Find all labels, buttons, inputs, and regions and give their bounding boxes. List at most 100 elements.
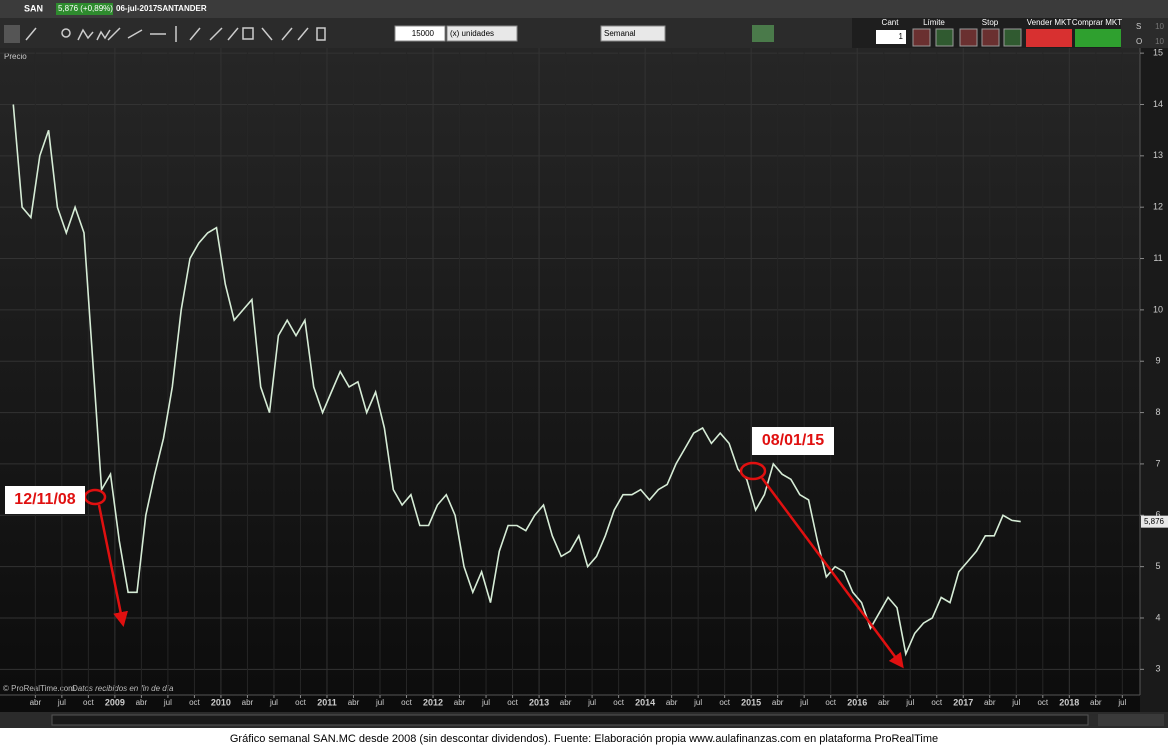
x-tick-label: oct	[83, 698, 94, 707]
x-tick-label: jul	[1011, 698, 1020, 707]
title-bar	[0, 0, 1168, 18]
annotation-circle	[739, 461, 767, 481]
x-tick-label: jul	[799, 698, 808, 707]
quote: 5,876 (+0,89%)	[58, 4, 113, 13]
period-select[interactable]	[600, 25, 666, 42]
last-price-box	[1141, 515, 1168, 528]
x-tick-label: 2010	[211, 697, 231, 707]
limit-label: Límite	[923, 18, 945, 27]
s-label: S	[1136, 22, 1141, 31]
x-tick-label: 2016	[847, 697, 867, 707]
plot	[12, 104, 1021, 657]
limit-sell[interactable]	[912, 28, 931, 47]
x-tick-label: abr	[242, 698, 254, 707]
instrument-name: SANTANDER	[157, 4, 207, 13]
cant-input[interactable]	[876, 30, 906, 44]
x-tick-label: 2012	[423, 697, 443, 707]
scrollbar[interactable]	[51, 714, 1089, 726]
o-label: O	[1136, 37, 1142, 46]
x-tick-label: 2013	[529, 697, 549, 707]
symbol: SAN	[24, 3, 43, 13]
y-tick-label: 11	[1153, 253, 1162, 263]
unit-select[interactable]	[446, 25, 518, 42]
x-tick-label: oct	[295, 698, 306, 707]
y-tick-label: 10	[1153, 304, 1163, 314]
x-tick-label: 2017	[953, 697, 973, 707]
s-value: 10	[1155, 22, 1164, 31]
x-tick-label: abr	[878, 698, 890, 707]
y-tick-label: 6	[1155, 510, 1160, 520]
y-tick-label: 7	[1155, 458, 1160, 468]
x-tick-label: oct	[613, 698, 624, 707]
quantity: 15000	[412, 29, 435, 38]
x-tick-label: jul	[1117, 698, 1126, 707]
annotation-arrow	[760, 477, 904, 669]
x-tick-label: oct	[931, 698, 942, 707]
x-tick-label: jul	[481, 698, 490, 707]
date: 06-jul-2017	[116, 4, 158, 13]
x-tick-label: jul	[269, 698, 278, 707]
x-tick-label: abr	[984, 698, 996, 707]
drawing-tools[interactable]	[4, 25, 326, 43]
y-tick-label: 15	[1153, 48, 1163, 58]
x-tick-label: abr	[772, 698, 784, 707]
grid	[0, 48, 1140, 695]
x-tick-label: jul	[693, 698, 702, 707]
annotation-box	[5, 486, 85, 514]
x-tick-label: jul	[375, 698, 384, 707]
y-tick-label: 4	[1155, 612, 1160, 622]
x-tick-label: abr	[30, 698, 42, 707]
stop-sell[interactable]	[959, 28, 978, 47]
x-tick-label: 2014	[635, 697, 655, 707]
buy-label: Comprar MKT	[1072, 18, 1122, 27]
quote-box	[56, 3, 113, 15]
x-tick-label: abr	[348, 698, 360, 707]
stop-buy[interactable]	[1003, 28, 1022, 47]
panel-label: Precio	[4, 52, 27, 61]
x-tick-label: abr	[1090, 698, 1102, 707]
caption: Gráfico semanal SAN.MC desde 2008 (sin d…	[230, 733, 938, 745]
o-value: 10	[1155, 37, 1164, 46]
x-tick-label: jul	[163, 698, 172, 707]
chart-type-button[interactable]	[752, 25, 774, 42]
x-tick-label: oct	[719, 698, 730, 707]
stop-label: Stop	[982, 18, 999, 27]
x-tick-label: oct	[189, 698, 200, 707]
sell-label: Vender MKT	[1027, 18, 1072, 27]
caption-area	[0, 728, 1168, 750]
x-tick-label: abr	[666, 698, 678, 707]
annotation: 12/11/08	[14, 491, 76, 508]
limit-buy[interactable]	[935, 28, 954, 47]
x-tick-label: abr	[136, 698, 148, 707]
x-tick-label: jul	[905, 698, 914, 707]
unit: (x) unidades	[450, 29, 494, 38]
cant-value: 1	[899, 32, 904, 41]
zoom-controls[interactable]	[1098, 714, 1164, 726]
y-tick-label: 8	[1155, 407, 1160, 417]
x-tick-label: abr	[560, 698, 572, 707]
x-tick-label: jul	[57, 698, 66, 707]
y-tick-label: 9	[1155, 356, 1160, 366]
cant-label: Cant	[882, 18, 900, 27]
y-tick-label: 14	[1153, 99, 1163, 109]
credit-note: Datos recibidos en fin de día	[72, 684, 174, 693]
x-tick-label: oct	[401, 698, 412, 707]
credit: © ProRealTime.com	[3, 684, 75, 693]
sell-button[interactable]	[1026, 29, 1072, 47]
chart-background	[0, 48, 1168, 712]
x-tick-label: jul	[587, 698, 596, 707]
x-tick-label: 2015	[741, 697, 761, 707]
y-tick-label: 3	[1155, 664, 1160, 674]
x-tick-label: abr	[454, 698, 466, 707]
y-axis-area	[1140, 48, 1168, 712]
annotation-arrow	[97, 504, 128, 627]
quantity-input[interactable]	[394, 25, 446, 42]
stop-sell-2[interactable]	[981, 28, 1000, 47]
x-tick-label: oct	[507, 698, 518, 707]
annotation-box	[752, 427, 834, 455]
buy-button[interactable]	[1075, 29, 1121, 47]
x-tick-label: 2018	[1059, 697, 1079, 707]
annotation: 08/01/15	[762, 432, 824, 449]
x-tick-label: 2009	[105, 697, 125, 707]
